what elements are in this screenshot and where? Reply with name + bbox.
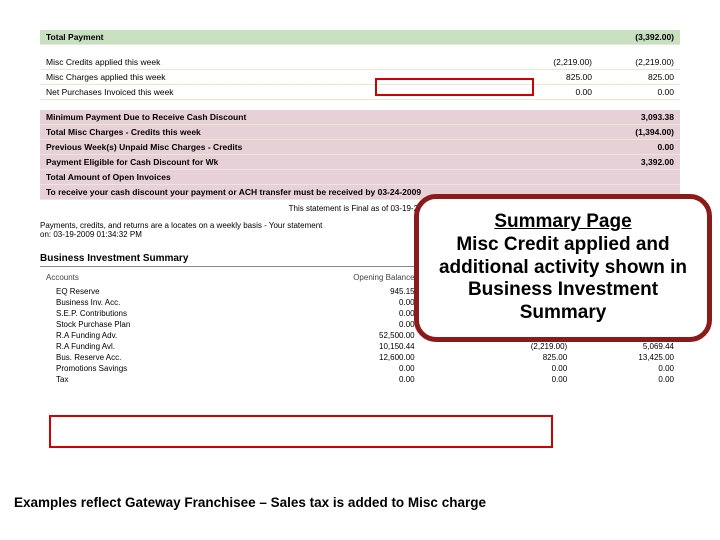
footer-note: Examples reflect Gateway Franchisee – Sa… [14, 495, 486, 510]
summary-table: Total Payment (3,392.00) Misc Credits ap… [40, 30, 680, 200]
summary-row: Misc Charges applied this week 825.00 82… [40, 70, 680, 85]
pink-row: Payment Eligible for Cash Discount for W… [40, 155, 680, 170]
bis-row: Tax0.000.000.00 [40, 374, 680, 385]
pink-row: Total Misc Charges - Credits this week(1… [40, 125, 680, 140]
total-payment-row: Total Payment (3,392.00) [40, 30, 680, 45]
callout-body: Misc Credit applied and additional activ… [439, 234, 687, 323]
total-payment-label: Total Payment [40, 30, 516, 45]
highlight-box-bis [49, 415, 553, 448]
summary-row: Net Purchases Invoiced this week 0.00 0.… [40, 85, 680, 100]
summary-row: Misc Credits applied this week (2,219.00… [40, 55, 680, 70]
callout-title: Summary Page [494, 211, 631, 232]
pink-row: Minimum Payment Due to Receive Cash Disc… [40, 110, 680, 125]
bis-row: R.A Funding Avl.10,150.44(2,219.00)5,069… [40, 341, 680, 352]
callout-box: Summary Page Misc Credit applied and add… [414, 194, 712, 342]
pink-row: Total Amount of Open Invoices [40, 170, 680, 185]
total-payment-value: (3,392.00) [598, 30, 680, 45]
bis-row: Bus. Reserve Acc.12,600.00825.0013,425.0… [40, 352, 680, 363]
pink-row: Previous Week(s) Unpaid Misc Charges - C… [40, 140, 680, 155]
bis-row: Promotions Savings0.000.000.00 [40, 363, 680, 374]
